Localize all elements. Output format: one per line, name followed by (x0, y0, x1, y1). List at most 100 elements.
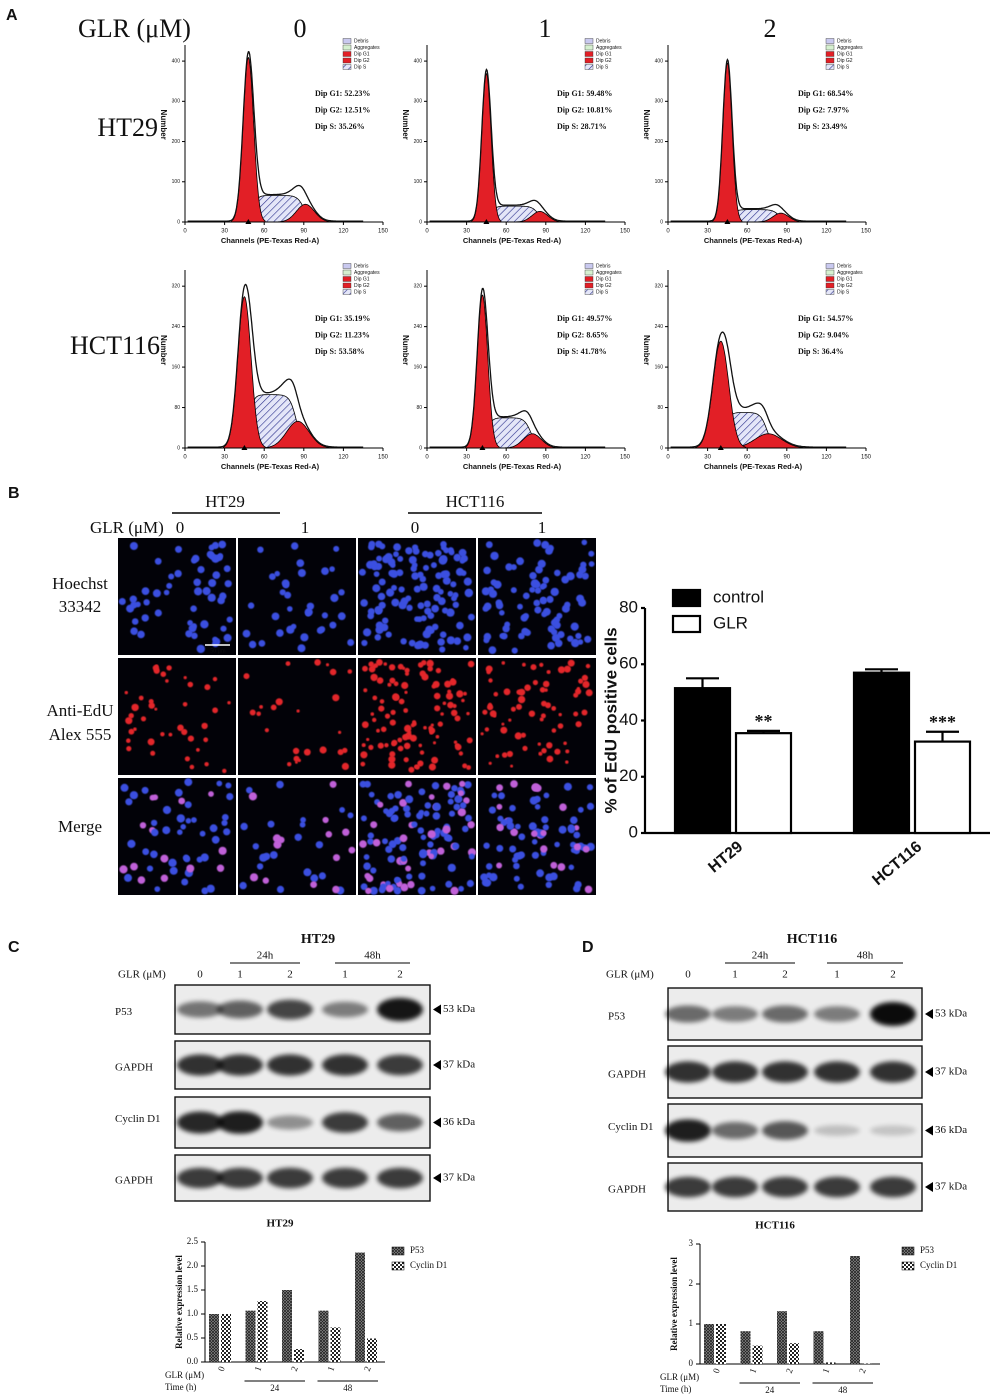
cell (541, 748, 547, 754)
y-tick-label: 0 (660, 219, 663, 225)
phase-g1 (471, 73, 502, 223)
cell (267, 820, 275, 828)
phase-g2 (263, 420, 332, 449)
legend-swatch (342, 57, 352, 64)
cell (217, 596, 225, 605)
legend-label: Dip G1 (837, 51, 853, 57)
cell (203, 737, 209, 743)
legend-swatch (901, 1246, 915, 1256)
x-tick-label: 0 (425, 455, 429, 461)
cell (426, 659, 434, 668)
cell (490, 551, 499, 561)
cell (489, 873, 498, 882)
band (665, 1176, 711, 1198)
cell (226, 793, 234, 801)
y-tick-label: 300 (655, 99, 664, 105)
cell (128, 713, 134, 719)
x-tick-label: 0 (711, 1366, 722, 1374)
x-tick-label: 2 (857, 1367, 868, 1375)
cell (570, 622, 579, 631)
cell (374, 634, 382, 641)
cell (467, 660, 475, 668)
cell (435, 734, 440, 739)
cell (510, 828, 518, 837)
cell (500, 726, 508, 734)
legend-swatch (825, 64, 835, 70)
cell (284, 591, 292, 599)
band (712, 1006, 758, 1022)
marker-label: 53 kDa (935, 1008, 967, 1020)
cell (218, 846, 227, 855)
cell (573, 692, 579, 698)
cell (129, 542, 138, 550)
bar (850, 1256, 860, 1364)
dose-label: 1 (539, 14, 552, 43)
time-group-label: 48 (838, 1385, 848, 1395)
band (177, 1111, 223, 1134)
bar (716, 1324, 726, 1364)
row-label: 33342 (59, 597, 102, 616)
legend-label: Dip G2 (837, 283, 853, 289)
y-tick-label: 0.5 (187, 1332, 199, 1342)
y-tick-label: 20 (619, 766, 638, 785)
cell (539, 584, 546, 590)
cell (310, 874, 319, 883)
dose-label: 1 (538, 518, 547, 537)
x-tick-label: 1 (325, 1365, 336, 1373)
cell (508, 718, 512, 722)
cell (413, 585, 421, 593)
band (712, 1176, 758, 1198)
cell (160, 671, 167, 677)
cell (378, 886, 386, 894)
cell (141, 786, 149, 794)
time-group-label: 24 (270, 1383, 280, 1393)
phase-stat: Dip G2: 8.65% (557, 330, 608, 339)
cell (376, 659, 383, 666)
cell (574, 881, 582, 889)
cell (143, 599, 150, 606)
phase-stat: Dip G2: 7.97% (798, 105, 849, 114)
y-tick-label: 80 (174, 405, 180, 411)
cell (397, 555, 404, 562)
x-tick-label: 0 (216, 1364, 227, 1372)
cell (558, 825, 567, 834)
legend-swatch (825, 276, 835, 282)
cell (258, 640, 266, 647)
cell (577, 806, 584, 813)
cell (367, 838, 374, 845)
error-bar (747, 729, 780, 734)
marker-triangle (717, 445, 724, 450)
cell (452, 703, 457, 709)
cell (387, 855, 396, 863)
blot-title: HCT116 (787, 932, 838, 947)
phase-stat: Dip G2: 11.23% (315, 330, 370, 339)
cell (576, 686, 581, 691)
cell (394, 791, 402, 799)
cell (126, 746, 132, 752)
cell (347, 669, 353, 674)
band (712, 1061, 758, 1083)
cell (378, 578, 386, 586)
cell (257, 546, 264, 553)
bar (752, 1345, 763, 1364)
cell (184, 778, 193, 787)
cell (212, 636, 218, 643)
cell (463, 691, 467, 696)
y-tick-label: 0 (177, 219, 180, 225)
cell (398, 698, 405, 705)
cell (396, 569, 404, 577)
y-axis-label: Number (642, 335, 651, 365)
cell (585, 663, 591, 669)
cell (440, 570, 448, 579)
cell (459, 802, 467, 809)
cell (424, 607, 432, 615)
cell (204, 684, 211, 691)
cell (177, 724, 184, 732)
cell (338, 589, 345, 596)
cell (318, 626, 326, 633)
cell (531, 580, 539, 588)
cell (501, 752, 508, 758)
legend-label: Debris (596, 263, 611, 269)
cell (338, 730, 342, 735)
lane-label: 1 (342, 969, 348, 981)
